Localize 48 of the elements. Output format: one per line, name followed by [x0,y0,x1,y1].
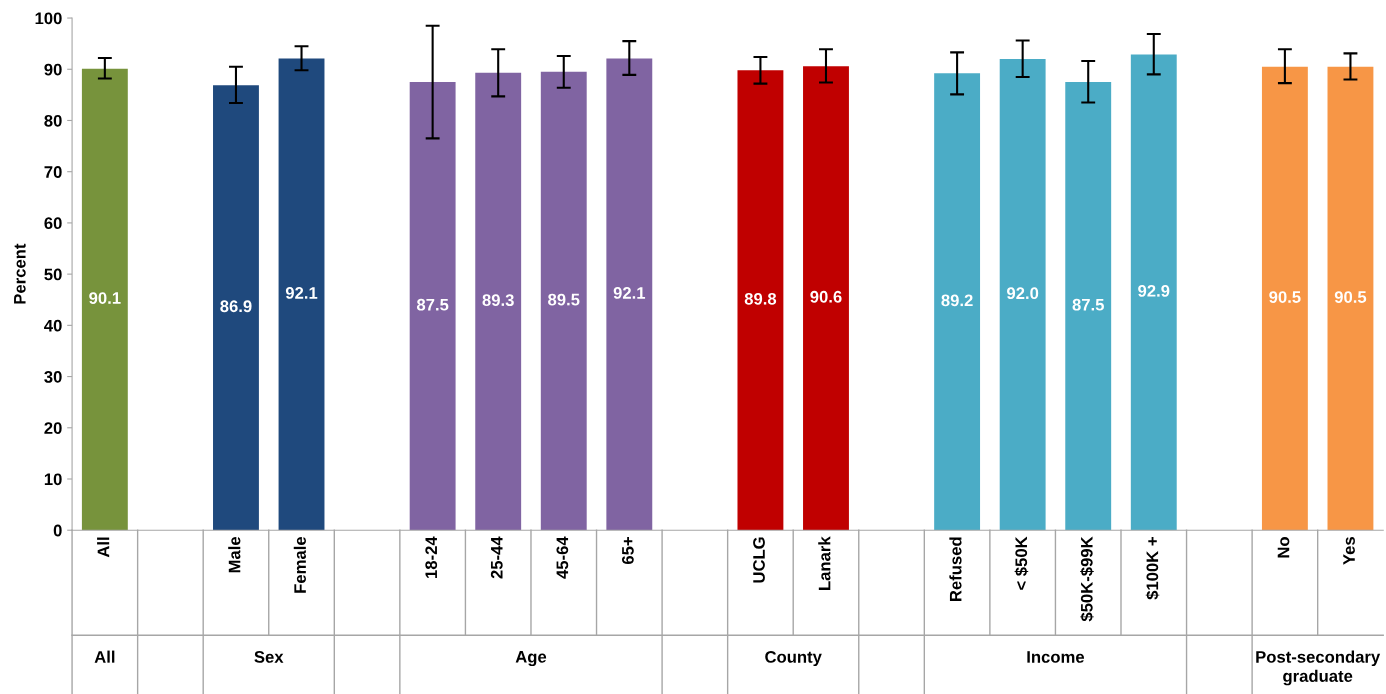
y-tick-label: 0 [53,524,62,537]
x-tick-label: 65+ [621,537,634,565]
y-tick-label: 40 [44,319,62,332]
data-label: 89.5 [548,293,580,306]
x-tick-label: Male [228,536,241,573]
x-tick-label: $100K + [1145,537,1160,600]
data-label: 90.5 [1269,291,1301,303]
data-label: 89.3 [482,294,514,307]
x-tick-label: < $50K [1014,536,1029,590]
y-tick-label: 80 [44,114,62,127]
y-tick-label: 10 [44,473,62,486]
x-tick-label: Refused [949,537,962,601]
x-tick-label: 45-64 [556,536,569,579]
y-tick-label: 100 [35,12,62,25]
x-tick-label: No [1277,537,1290,558]
y-axis-title: Percent [14,243,26,304]
data-label: 86.9 [220,300,252,313]
text: County [765,651,822,667]
x-tick-label: Female [293,536,306,593]
text: Sex [254,651,284,663]
data-label: 90.1 [89,292,121,304]
data-label: 92.0 [1007,287,1039,300]
y-tick-label: 70 [44,166,62,178]
data-label: 90.6 [810,290,842,303]
text: Income [1027,651,1085,663]
data-label: 92.1 [613,287,646,299]
y-tick-label: 20 [44,422,62,434]
x-tick-label: $50K-$99K [1080,536,1094,622]
data-label: 90.5 [1334,291,1367,303]
y-tick-label: 90 [44,63,62,76]
text: All [94,650,115,663]
data-label: 89.8 [744,292,777,305]
x-tick-label: Yes [1343,537,1355,565]
text: Post-secondary graduate [1256,650,1381,686]
y-tick-label: 50 [44,268,62,281]
x-tick-label: Lanark [818,536,831,590]
y-tick-label: 30 [44,370,62,383]
data-label: 87.5 [1072,298,1104,311]
x-tick-label: 25-44 [490,536,503,579]
y-tick-label: 60 [44,217,62,230]
data-label: 92.1 [285,287,318,299]
data-label: 92.9 [1138,284,1170,297]
x-tick-label: UCLG [753,537,765,583]
data-label: 89.2 [941,294,973,307]
text: Age [515,651,547,667]
x-tick-label: All [97,537,110,558]
data-label: 87.5 [416,298,449,311]
x-tick-label: 18-24 [425,536,438,578]
